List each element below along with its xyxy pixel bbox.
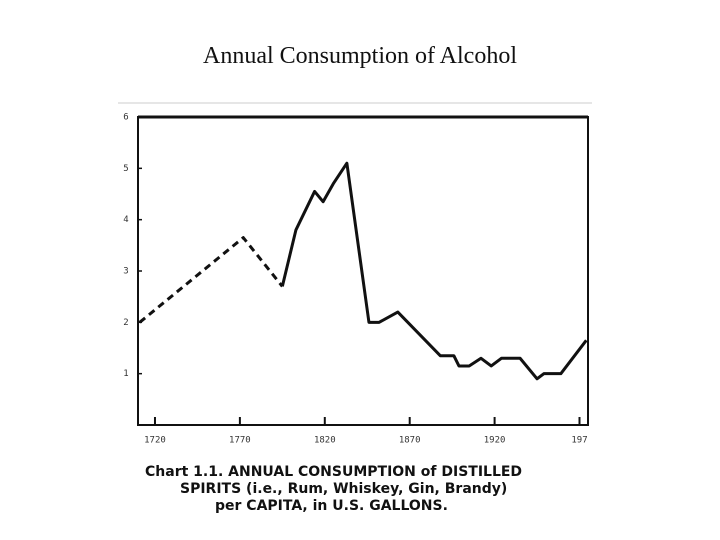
y-tick-label: 5: [123, 164, 128, 174]
y-tick-label: 3: [123, 267, 128, 277]
x-tick-label: 1720: [144, 436, 166, 446]
y-tick-label: 4: [123, 215, 128, 225]
x-tick-label: 1770: [229, 436, 251, 446]
x-tick-label: 1870: [399, 436, 421, 446]
chart-title: Annual Consumption of Alcohol: [203, 43, 517, 69]
caption-line: Chart 1.1. ANNUAL CONSUMPTION of DISTILL…: [145, 464, 522, 480]
y-tick-label: 1: [123, 369, 128, 379]
x-tick-label: 197: [571, 436, 587, 446]
x-tick-label: 1920: [484, 436, 506, 446]
x-tick-label: 1820: [314, 436, 336, 446]
y-tick-label: 6: [123, 113, 128, 123]
data-line: [138, 236, 284, 324]
caption-line: SPIRITS (i.e., Rum, Whiskey, Gin, Brandy…: [180, 481, 507, 497]
data-line: [280, 161, 588, 381]
caption-line: per CAPITA, in U.S. GALLONS.: [215, 498, 448, 514]
y-tick-label: 2: [123, 318, 128, 328]
